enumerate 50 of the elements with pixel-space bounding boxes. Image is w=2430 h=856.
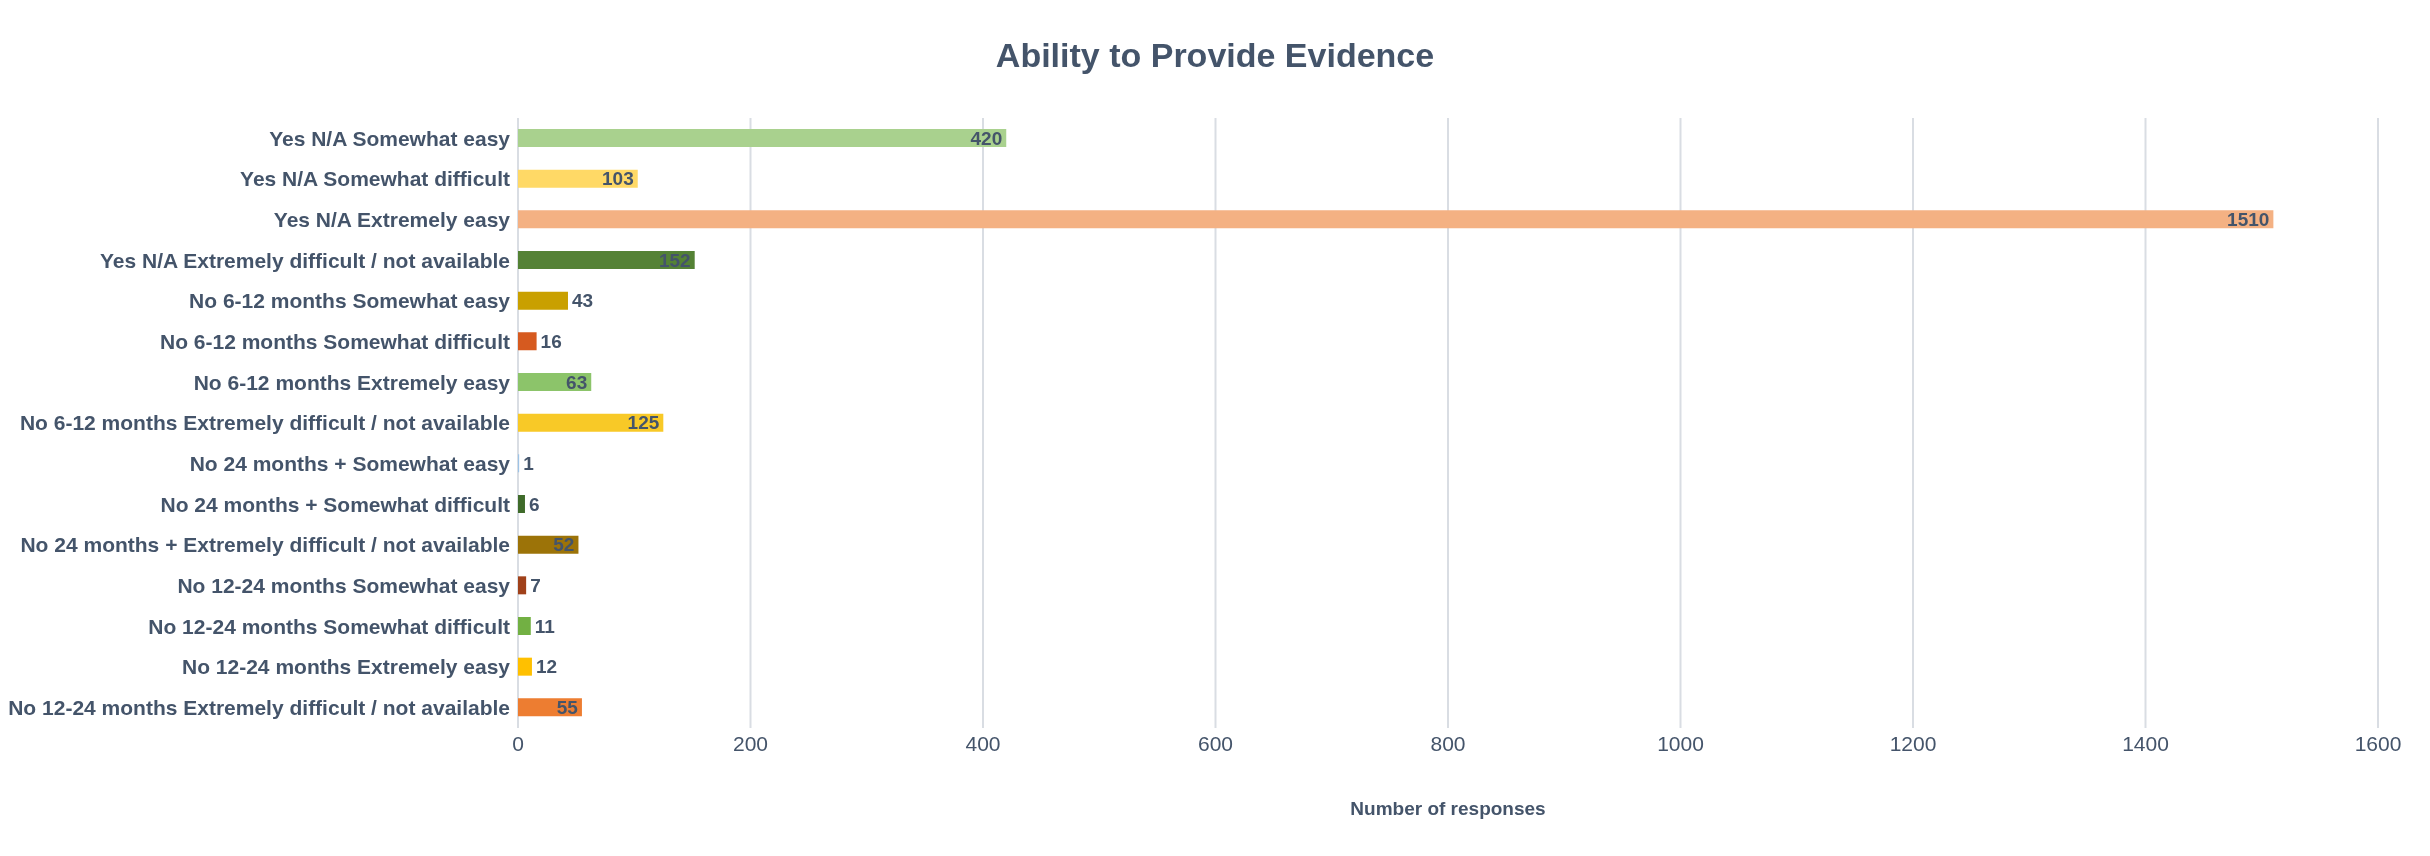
bar	[518, 617, 531, 635]
x-tick-label: 400	[965, 731, 1001, 755]
data-label: 52	[553, 534, 575, 556]
data-label: 12	[535, 656, 558, 678]
data-label: 43	[571, 290, 594, 312]
x-tick-label: 800	[1430, 731, 1466, 755]
y-tick-label: No 12-24 months Extremely easy	[182, 655, 511, 679]
data-label: 7	[530, 574, 541, 596]
data-label: 125	[627, 412, 660, 434]
bar	[518, 657, 532, 676]
bar	[518, 495, 525, 513]
y-tick-label: No 24 months + Somewhat easy	[189, 452, 511, 476]
x-axis-title: Number of responses	[1349, 798, 1547, 820]
y-tick-label: Yes N/A Somewhat difficult	[240, 167, 510, 191]
data-label: 1	[523, 452, 535, 474]
y-tick-label: No 24 months + Extremely difficult / not available	[20, 533, 510, 557]
y-tick-label: Yes N/A Somewhat easy	[269, 126, 511, 150]
x-tick-label: 1200	[1889, 731, 1937, 755]
data-label: 1510	[2227, 208, 2270, 230]
data-label: 6	[528, 493, 540, 515]
data-label: 55	[556, 696, 579, 718]
x-tick-label: 1600	[2354, 731, 2402, 755]
y-tick-label: No 6-12 months Somewhat difficult	[159, 330, 510, 354]
x-tick-label: 0	[512, 731, 524, 755]
y-tick-label: No 6-12 months Extremely difficult / not available	[19, 411, 510, 435]
bar	[518, 210, 2274, 229]
data-label: 11	[534, 615, 556, 637]
y-tick-label: No 12-24 months Extremely difficult / not available	[8, 696, 510, 720]
x-tick-label: 1400	[2122, 731, 2169, 755]
x-tick-label: 1000	[1657, 731, 1704, 755]
y-tick-label: Yes N/A Extremely easy	[273, 208, 511, 232]
bar	[518, 291, 568, 310]
y-tick-label: No 12-24 months Somewhat easy	[177, 574, 511, 598]
bar	[518, 251, 695, 269]
bar	[518, 332, 537, 351]
bar	[518, 576, 527, 595]
y-tick-label: No 6-12 months Somewhat easy	[189, 289, 511, 313]
data-label: 16	[540, 330, 562, 352]
data-label: 420	[970, 127, 1003, 149]
bar	[518, 129, 1007, 147]
y-tick-label: No 12-24 months Somewhat difficult	[148, 614, 510, 638]
x-tick-label: 200	[732, 731, 769, 755]
data-label: 103	[602, 168, 634, 190]
y-tick-label: Yes N/A Extremely difficult / not available	[99, 248, 510, 272]
x-tick-label: 600	[1197, 731, 1234, 755]
bar	[518, 413, 664, 432]
y-tick-label: No 6-12 months Extremely easy	[193, 370, 511, 394]
y-tick-label: No 24 months + Somewhat difficult	[160, 492, 511, 516]
data-label: 63	[566, 371, 588, 393]
chart-title: Ability to Provide Evidence	[994, 36, 1436, 75]
